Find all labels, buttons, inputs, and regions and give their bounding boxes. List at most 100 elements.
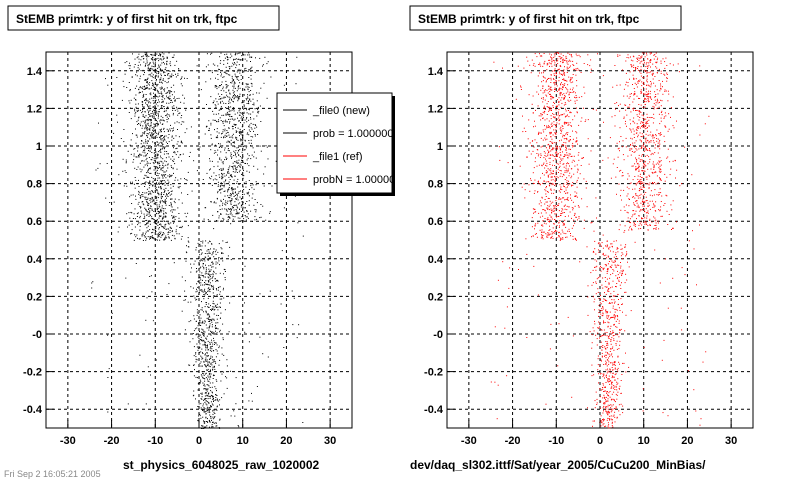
left-point xyxy=(139,123,141,125)
right-point xyxy=(660,169,662,171)
left-point xyxy=(144,182,146,184)
right-point xyxy=(576,85,578,87)
left-point xyxy=(159,177,161,179)
left-point xyxy=(219,272,221,274)
left-point xyxy=(219,85,221,87)
left-point xyxy=(132,133,133,135)
left-point xyxy=(133,97,135,99)
right-point xyxy=(573,65,575,66)
left-point xyxy=(163,106,165,108)
left-point xyxy=(147,147,149,149)
left-point xyxy=(152,231,154,233)
left-point xyxy=(157,90,159,92)
left-point xyxy=(152,191,154,193)
left-point xyxy=(230,155,232,157)
right-point xyxy=(567,91,569,93)
right-point xyxy=(519,165,521,167)
left-point xyxy=(302,235,304,237)
left-point xyxy=(172,160,174,162)
left-point xyxy=(168,114,170,116)
left-point xyxy=(291,257,293,259)
right-point xyxy=(566,209,568,211)
left-point xyxy=(223,354,225,356)
left-point xyxy=(229,121,231,123)
left-point xyxy=(171,139,173,141)
left-point xyxy=(208,409,210,411)
left-point xyxy=(147,136,149,138)
right-point xyxy=(561,125,563,127)
left-point xyxy=(156,123,158,125)
right-point xyxy=(562,136,564,138)
right-point xyxy=(544,125,545,127)
right-point xyxy=(666,80,668,82)
left-point xyxy=(149,238,150,240)
left-point xyxy=(214,86,216,88)
right-point xyxy=(568,180,569,182)
left-point xyxy=(163,153,165,155)
right-point xyxy=(565,108,566,110)
right-point xyxy=(554,158,556,160)
left-point xyxy=(174,100,176,102)
left-point xyxy=(160,69,162,70)
left-point xyxy=(203,421,205,423)
left-point xyxy=(222,121,223,123)
right-point xyxy=(548,230,550,231)
right-point xyxy=(553,64,555,66)
left-point xyxy=(146,148,148,149)
right-point xyxy=(541,164,543,166)
left-point xyxy=(146,62,148,64)
right-point xyxy=(562,224,564,226)
left-point xyxy=(157,117,159,119)
left-point xyxy=(242,146,244,148)
left-point xyxy=(239,196,241,198)
left-point xyxy=(216,333,218,335)
left-point xyxy=(294,195,296,197)
right-point xyxy=(549,225,550,227)
left-point xyxy=(205,389,207,391)
left-point xyxy=(152,200,154,201)
left-point xyxy=(223,191,225,192)
left-point xyxy=(138,201,140,203)
right-point xyxy=(543,107,545,109)
left-point xyxy=(135,198,137,200)
left-point xyxy=(217,78,219,80)
left-point xyxy=(166,237,168,239)
right-point xyxy=(543,231,545,233)
right-point xyxy=(643,87,644,89)
left-point xyxy=(206,394,208,396)
right-point xyxy=(645,146,646,148)
left-point xyxy=(206,258,208,260)
left-point xyxy=(165,216,167,218)
left-point xyxy=(227,191,229,193)
right-point xyxy=(544,108,546,110)
left-point xyxy=(169,70,171,72)
left-point xyxy=(139,91,141,93)
right-point xyxy=(554,116,556,118)
left-point xyxy=(169,98,171,100)
left-point xyxy=(180,123,182,125)
left-point xyxy=(221,84,222,86)
left-point xyxy=(243,218,245,220)
right-point xyxy=(552,149,554,151)
left-point xyxy=(228,181,230,183)
right-point xyxy=(565,133,567,135)
left-point xyxy=(135,236,137,238)
right-point xyxy=(570,77,572,79)
left-point xyxy=(228,96,230,98)
right-point xyxy=(649,93,651,95)
left-point xyxy=(169,63,171,65)
left-point xyxy=(153,163,155,165)
right-point xyxy=(561,102,563,104)
left-point xyxy=(206,53,208,55)
right-point xyxy=(616,193,617,195)
left-point xyxy=(211,285,213,287)
left-point xyxy=(152,106,154,108)
left-point xyxy=(237,100,239,102)
left-point xyxy=(206,390,208,392)
left-point xyxy=(225,66,227,68)
left-point xyxy=(164,199,166,201)
left-point xyxy=(208,361,210,363)
left-point xyxy=(208,284,210,286)
right-point xyxy=(643,93,644,95)
right-point xyxy=(656,67,658,69)
